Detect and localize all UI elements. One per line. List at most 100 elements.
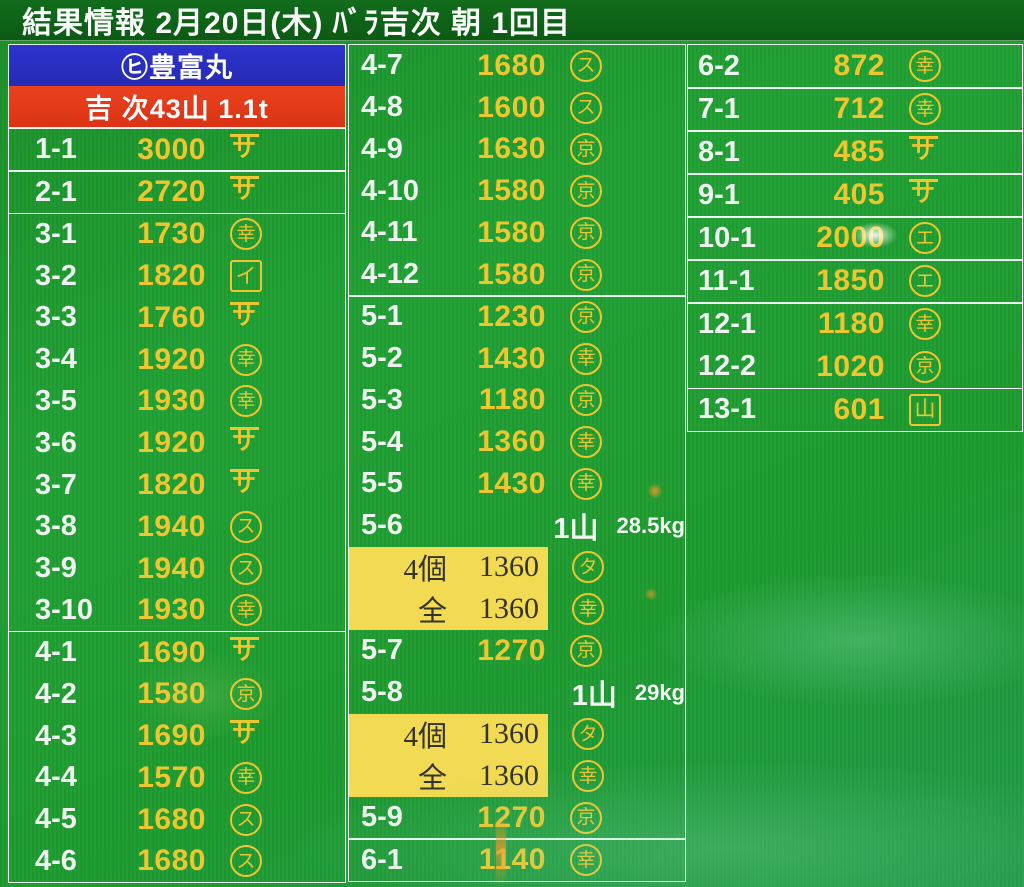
price-value: 1820 <box>137 259 206 293</box>
result-row: 8-1 485 サ <box>688 131 1022 174</box>
buyer-mark-kyo-icon: 京 <box>909 350 941 383</box>
buyer-mark-e-icon: エ <box>909 265 941 298</box>
lot-number: 3-3 <box>35 301 77 334</box>
buyer-mark-su-icon: ス <box>570 91 602 124</box>
buyer-mark-sa-icon: サ <box>230 176 259 205</box>
lot-number: 3-9 <box>35 552 77 585</box>
lot-number: 4-5 <box>35 803 77 836</box>
buyer-mark-sa-icon: サ <box>230 427 259 456</box>
lot-number: 5-8 <box>361 676 403 709</box>
buyer-mark-i-icon: イ <box>230 260 262 293</box>
result-row: 4-8 1600 ス <box>349 87 685 129</box>
right-group-5: 10-1 2000 エ <box>687 216 1023 261</box>
result-row: 5-6 1山 28.5kg <box>349 505 685 547</box>
result-row: 4-3 1690 サ <box>9 715 345 757</box>
right-group-4: 9-1 405 サ <box>687 173 1023 218</box>
price-value: 1360 <box>479 550 539 584</box>
price-value: 1270 <box>477 633 546 667</box>
result-row: 4-6 1680 ス <box>9 841 345 883</box>
highlight-cell: 全 1360 <box>349 755 548 797</box>
price-value: 1820 <box>137 468 206 501</box>
buyer-mark-su-icon: ス <box>230 552 262 585</box>
lot-number: 4-12 <box>361 258 420 291</box>
lot-number: 3-5 <box>35 384 77 417</box>
middle-groups: 4-7 1680 ス 4-8 1600 ス 4-9 1630 京 4-10 1580 京 4-11 158… <box>348 44 686 882</box>
right-group-6: 11-1 1850 エ <box>687 259 1023 304</box>
middle-group-2: 5-1 1230 京 5-2 1430 幸 5-3 1180 京 5-4 1360 幸 5-5 1430 幸… <box>348 295 686 840</box>
result-row: 12-1 1180 幸 <box>688 303 1022 346</box>
right-group-8: 13-1 601 山 <box>687 387 1023 432</box>
buyer-mark-ta-icon: タ <box>572 718 604 751</box>
price-value: 1430 <box>477 466 546 500</box>
lot-number: 4-6 <box>35 844 77 877</box>
right-groups: 6-2 872 幸 7-1 712 幸 8-1 485 サ 9-1 405 サ 10-1 2000 エ 11-… <box>687 44 1023 432</box>
result-row: 3-9 1940 ス <box>9 548 345 590</box>
price-value: 1930 <box>137 593 206 627</box>
buyer-mark-kou-icon: 幸 <box>572 593 604 626</box>
left-group-2: 2-1 2720 サ <box>8 170 346 215</box>
lot-number: 4-7 <box>361 49 403 82</box>
buyer-mark-sa-icon: サ <box>230 133 259 163</box>
lot-number: 6-2 <box>698 49 740 82</box>
highlight-cell: 4個 1360 <box>349 546 548 589</box>
quantity-label: 全 <box>417 596 447 629</box>
price-value: 2720 <box>137 175 206 209</box>
banner-stack: ㋪豊富丸 吉 次43山 1.1t <box>8 44 346 128</box>
boat-name: ㋪豊富丸 <box>121 53 233 83</box>
price-value: 1680 <box>137 802 206 836</box>
price-value: 1760 <box>137 300 206 334</box>
buyer-mark-sa-icon: サ <box>230 720 259 749</box>
result-row: 4-11 1580 京 <box>349 212 685 254</box>
lot-number: 4-1 <box>35 636 77 669</box>
result-row: 12-2 1020 京 <box>688 346 1022 389</box>
price-value: 1940 <box>137 509 206 543</box>
left-group-4: 4-1 1690 サ 4-2 1580 京 4-3 1690 サ 4-4 1570 幸 4-5 1680 ス… <box>8 630 346 884</box>
price-value: 712 <box>833 92 885 126</box>
result-row: 13-1 601 山 <box>688 389 1022 432</box>
lot-number: 5-4 <box>361 425 403 458</box>
lot-number: 9-1 <box>698 178 740 211</box>
lot-number: 5-9 <box>361 801 403 834</box>
lot-number: 4-3 <box>35 719 77 752</box>
weight-value: 29kg <box>634 679 685 705</box>
boat-banner: ㋪豊富丸 <box>9 45 345 86</box>
result-row: 3-1 1730 幸 <box>9 214 345 256</box>
result-row: 3-4 1920 幸 <box>9 339 345 381</box>
left-group-3: 3-1 1730 幸 3-2 1820 イ 3-3 1760 サ 3-4 1920 幸 3-5 1930 幸… <box>8 212 346 633</box>
buyer-mark-e-icon: エ <box>909 222 941 255</box>
column-right: 6-2 872 幸 7-1 712 幸 8-1 485 サ 9-1 405 サ 10-1 2000 エ 11-… <box>687 44 1023 432</box>
column-left: ㋪豊富丸 吉 次43山 1.1t 1-1 3000 サ 2-1 2720 サ 3-1 1730… <box>8 44 346 884</box>
price-value: 1920 <box>137 426 206 460</box>
price-value: 3000 <box>137 132 206 166</box>
lot-number: 11-1 <box>698 264 755 297</box>
buyer-mark-kou-icon: 幸 <box>570 342 602 375</box>
result-row: 5-1 1230 京 <box>349 296 685 338</box>
price-value: 1940 <box>137 551 206 585</box>
buyer-mark-sa-icon: サ <box>230 636 259 666</box>
price-value: 1690 <box>137 635 206 669</box>
price-value: 1630 <box>477 132 546 166</box>
buyer-mark-kyo-icon: 京 <box>570 634 602 667</box>
result-row: 3-6 1920 サ <box>9 422 345 464</box>
price-value: 1140 <box>478 843 546 877</box>
result-row: 5-5 1430 幸 <box>349 463 685 505</box>
buyer-mark-kou-icon: 幸 <box>570 844 602 877</box>
lot-number: 3-2 <box>35 259 77 292</box>
result-row: 3-8 1940 ス <box>9 506 345 548</box>
buyer-mark-kou-icon: 幸 <box>230 761 262 794</box>
buyer-mark-kyo-icon: 京 <box>570 258 602 291</box>
price-value: 1180 <box>478 383 546 417</box>
buyer-mark-kyo-icon: 京 <box>570 801 602 834</box>
buyer-mark-sa-icon: サ <box>909 136 938 165</box>
result-row: 全 1360 幸 <box>349 755 685 797</box>
lot-number: 5-2 <box>361 342 403 375</box>
result-row: 5-9 1270 京 <box>349 797 685 839</box>
result-row: 5-8 1山 29kg <box>349 672 685 714</box>
lot-number: 5-7 <box>361 634 403 667</box>
buyer-mark-kou-icon: 幸 <box>230 343 262 376</box>
price-value: 1680 <box>137 844 206 878</box>
price-value: 1850 <box>816 264 885 298</box>
buyer-mark-kou-icon: 幸 <box>909 50 941 83</box>
right-group-1: 6-2 872 幸 <box>687 44 1023 89</box>
